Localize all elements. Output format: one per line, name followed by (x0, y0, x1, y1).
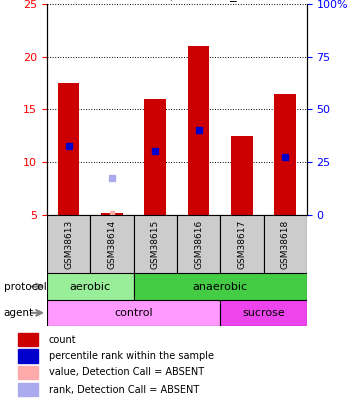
Bar (220, 215, 264, 273)
Text: aerobic: aerobic (70, 281, 111, 292)
Text: count: count (49, 335, 77, 345)
Bar (47, 300, 220, 326)
Bar (18, 366, 38, 379)
Text: GSM38614: GSM38614 (108, 220, 116, 269)
Title: GDS1448 / 261816_at: GDS1448 / 261816_at (104, 0, 250, 2)
Bar (18, 383, 38, 396)
Text: control: control (114, 308, 153, 318)
Bar (58, 83, 79, 215)
Text: GSM38615: GSM38615 (151, 220, 160, 269)
Bar (177, 215, 220, 273)
Text: protocol: protocol (4, 281, 46, 292)
Text: GSM38617: GSM38617 (238, 220, 246, 269)
Bar (220, 300, 307, 326)
Text: GSM38618: GSM38618 (281, 220, 290, 269)
Bar (47, 215, 90, 273)
Bar (90, 215, 134, 273)
Bar (264, 215, 307, 273)
Bar (188, 46, 209, 215)
Bar (18, 349, 38, 363)
Bar (134, 273, 307, 300)
Text: agent: agent (4, 308, 34, 318)
Text: percentile rank within the sample: percentile rank within the sample (49, 351, 214, 361)
Bar (18, 333, 38, 346)
Bar (101, 213, 123, 215)
Text: GSM38616: GSM38616 (194, 220, 203, 269)
Bar (144, 99, 166, 215)
Text: rank, Detection Call = ABSENT: rank, Detection Call = ABSENT (49, 385, 199, 395)
Bar (47, 273, 134, 300)
Text: anaerobic: anaerobic (193, 281, 248, 292)
Text: sucrose: sucrose (242, 308, 285, 318)
Text: value, Detection Call = ABSENT: value, Detection Call = ABSENT (49, 367, 204, 377)
Text: GSM38613: GSM38613 (64, 220, 73, 269)
Bar (274, 94, 296, 215)
Bar (231, 136, 253, 215)
Bar (134, 215, 177, 273)
